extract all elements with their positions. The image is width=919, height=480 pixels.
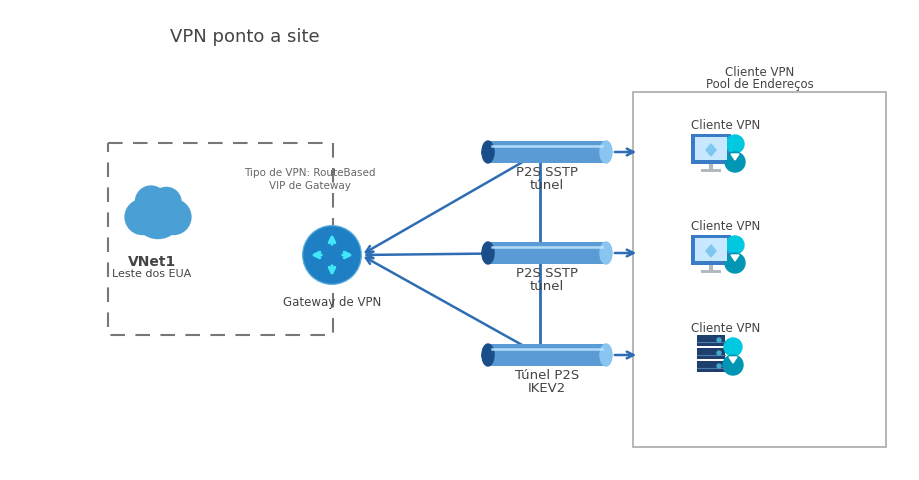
Text: Pool de Endereços: Pool de Endereços <box>705 78 812 91</box>
Text: Leste dos EUA: Leste dos EUA <box>112 269 191 279</box>
Ellipse shape <box>724 152 744 172</box>
Bar <box>632 92 885 447</box>
Circle shape <box>155 199 191 235</box>
Ellipse shape <box>482 242 494 264</box>
Ellipse shape <box>482 141 494 163</box>
Bar <box>690 134 731 164</box>
Circle shape <box>716 351 720 355</box>
Text: IKEV2: IKEV2 <box>528 382 565 395</box>
Text: VIP de Gateway: VIP de Gateway <box>268 181 350 191</box>
Polygon shape <box>728 357 736 363</box>
Circle shape <box>132 189 183 239</box>
Text: VNet1: VNet1 <box>128 255 176 269</box>
Bar <box>487 242 606 264</box>
Circle shape <box>303 227 359 283</box>
Bar <box>487 344 606 366</box>
Ellipse shape <box>599 242 611 264</box>
Circle shape <box>134 185 167 218</box>
Text: P2S SSTP: P2S SSTP <box>516 166 577 179</box>
Bar <box>108 143 333 335</box>
Circle shape <box>151 187 182 217</box>
Ellipse shape <box>599 141 611 163</box>
Circle shape <box>124 199 161 235</box>
Text: Túnel P2S: Túnel P2S <box>515 369 578 382</box>
Bar <box>700 270 720 273</box>
Text: Cliente VPN: Cliente VPN <box>690 119 760 132</box>
Text: Tipo de VPN: RouteBased: Tipo de VPN: RouteBased <box>244 168 375 178</box>
Text: túnel: túnel <box>529 179 563 192</box>
Polygon shape <box>731 255 738 261</box>
Bar <box>700 169 720 172</box>
Ellipse shape <box>722 355 743 375</box>
Circle shape <box>725 236 743 254</box>
Bar <box>697 361 724 372</box>
Bar <box>697 335 724 346</box>
Ellipse shape <box>482 344 494 366</box>
Text: Gateway de VPN: Gateway de VPN <box>282 296 380 309</box>
Bar <box>697 348 724 359</box>
Polygon shape <box>705 245 715 257</box>
Bar <box>694 238 726 261</box>
Text: túnel: túnel <box>529 280 563 293</box>
Bar <box>487 141 606 163</box>
Ellipse shape <box>724 253 744 273</box>
Polygon shape <box>731 154 738 160</box>
Text: P2S SSTP: P2S SSTP <box>516 267 577 280</box>
Circle shape <box>725 135 743 153</box>
Circle shape <box>301 225 361 285</box>
Circle shape <box>138 189 177 228</box>
Circle shape <box>716 364 720 368</box>
Text: Cliente VPN: Cliente VPN <box>690 220 760 233</box>
Bar <box>690 235 731 265</box>
Ellipse shape <box>599 344 611 366</box>
Circle shape <box>723 338 742 356</box>
Bar <box>694 137 726 160</box>
Polygon shape <box>705 144 715 156</box>
Text: Cliente VPN: Cliente VPN <box>724 66 793 79</box>
Text: VPN ponto a site: VPN ponto a site <box>170 28 319 46</box>
Text: Cliente VPN: Cliente VPN <box>690 322 760 335</box>
Circle shape <box>716 338 720 342</box>
